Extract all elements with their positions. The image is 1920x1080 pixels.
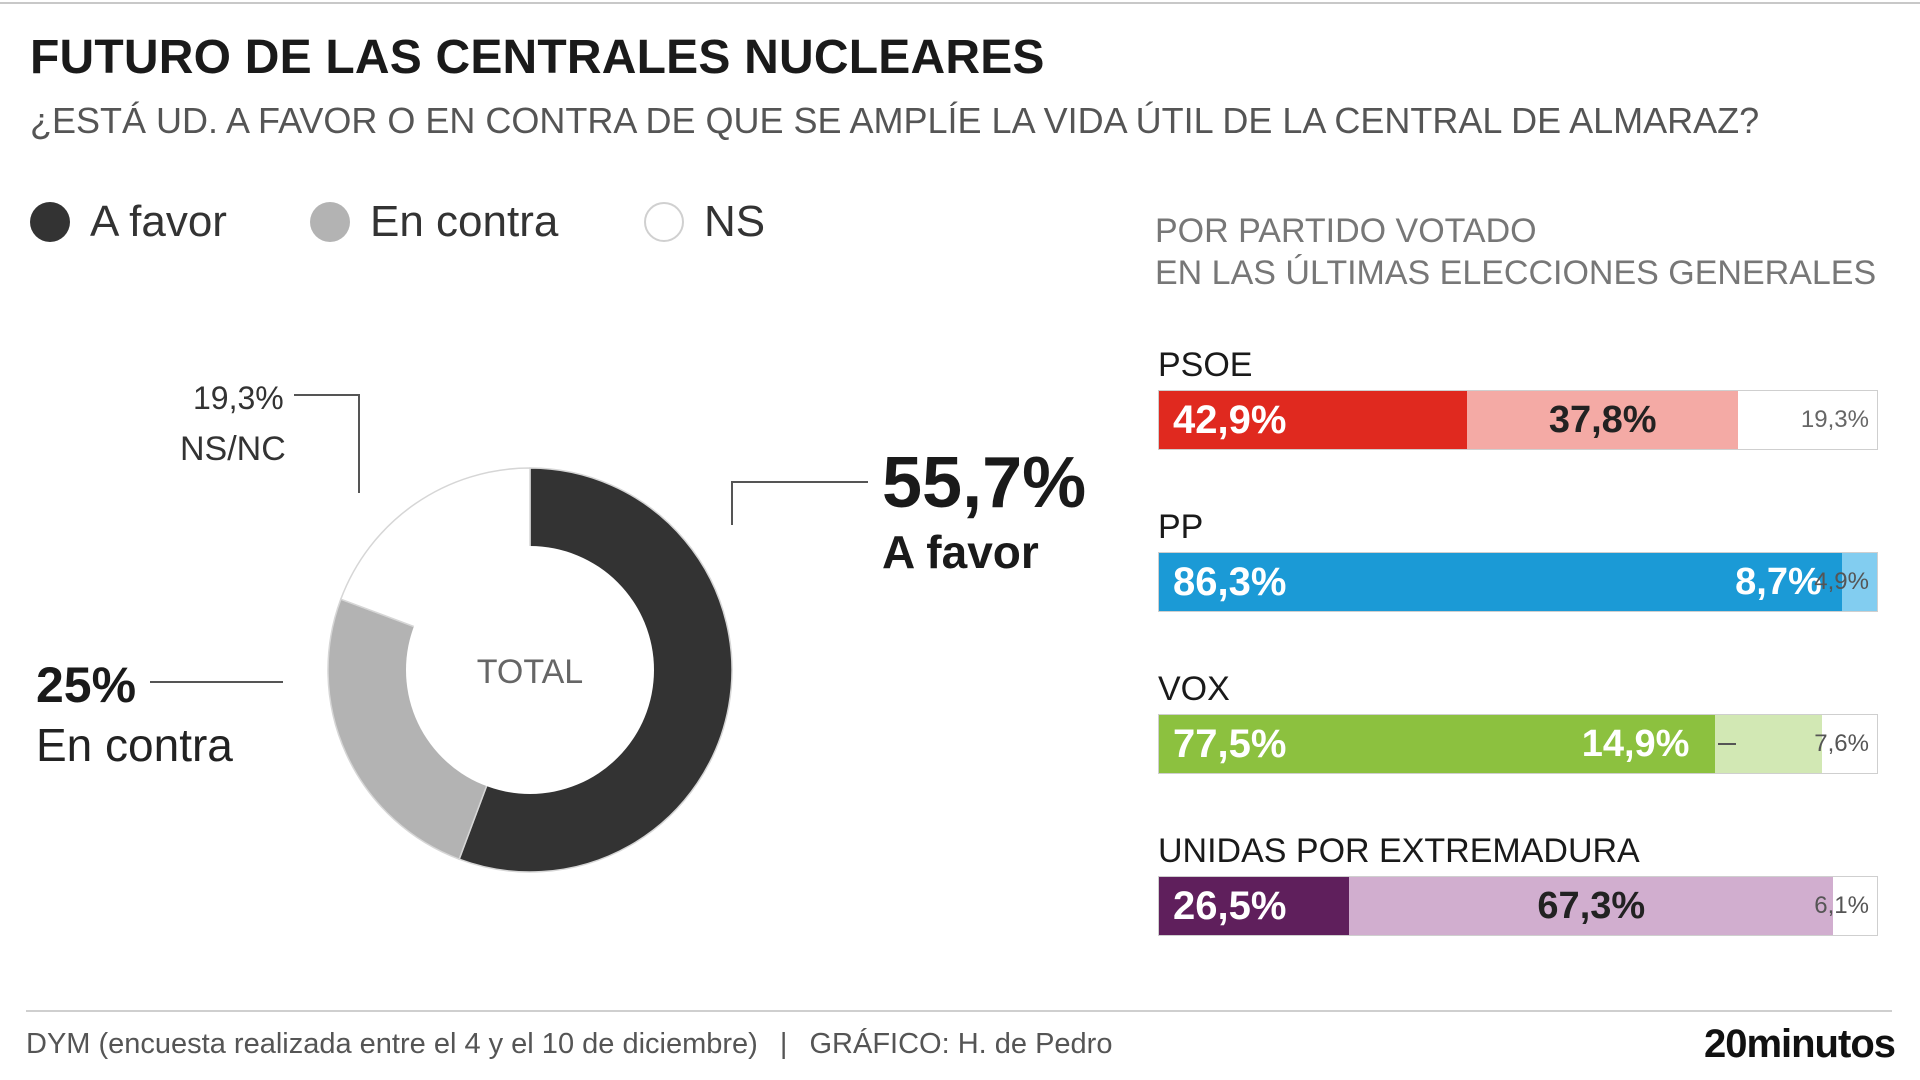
stacked-bar-vox: 77,5% 14,9% 7,6% (1158, 714, 1878, 774)
bar-segment-3-1: 67,3% (1349, 877, 1834, 935)
stacked-bar-unidas: 26,5% 67,3% 6,1% (1158, 876, 1878, 936)
breakdown-heading: POR PARTIDO VOTADO EN LAS ÚLTIMAS ELECCI… (1155, 210, 1876, 294)
donut-chart: TOTAL (150, 394, 868, 873)
bar-segment-label: 26,5% (1173, 883, 1287, 928)
party-name-vox: VOX (1158, 670, 1230, 708)
bar-segment-label: 86,3% (1173, 559, 1287, 604)
bar-segment-label: 6,1% (1814, 892, 1869, 919)
legend-swatch-en-contra (310, 202, 350, 242)
callout-contra-value: 25% (36, 657, 137, 713)
top-rule (0, 2, 1920, 4)
legend-label-a-favor: A favor (90, 197, 227, 246)
bottom-rule (26, 1010, 1892, 1012)
bar-segment-label: 14,9% (1581, 722, 1690, 765)
bar-segment-0-0: 42,9% (1159, 391, 1468, 449)
bar-segment-3-0: 26,5% (1159, 877, 1350, 935)
bar-segment-label: 67,3% (1537, 884, 1646, 927)
callout-contra-label: En contra (36, 719, 233, 771)
bar-segment-1-1: 8,7% (1735, 553, 1842, 611)
bar-segment-3-2: 6,1% (1814, 877, 1877, 935)
leader-tick-vox (1718, 743, 1736, 745)
brand-logo: 20minutos (1703, 1022, 1896, 1066)
callout-ns-label: NS/NC (180, 430, 286, 468)
breakdown-heading-line2: EN LAS ÚLTIMAS ELECCIONES GENERALES (1155, 254, 1877, 292)
stacked-bar-pp: 86,3% 8,7% 4,9% (1158, 552, 1878, 612)
chart-title: FUTURO DE LAS CENTRALES NUCLEARES (30, 31, 1045, 84)
legend-swatch-a-favor (30, 202, 70, 242)
bar-segment-1-2: 4,9% (1814, 553, 1877, 611)
footer: DYM (encuesta realizada entre el 4 y el … (26, 1028, 1112, 1061)
footer-source: DYM (encuesta realizada entre el 4 y el … (26, 1028, 758, 1060)
legend-item-ns: NS (644, 192, 765, 252)
donut-hole (406, 546, 654, 794)
party-name-psoe: PSOE (1158, 346, 1253, 384)
leader-line-a-favor (731, 481, 868, 525)
legend: A favor En contra NS (30, 192, 830, 252)
bar-segment-0-1: 37,8% (1467, 391, 1739, 449)
bar-segment-label: 8,7% (1735, 560, 1822, 603)
bar-segment-label: 4,9% (1814, 568, 1869, 595)
bar-segment-label: 19,3% (1800, 406, 1869, 433)
chart-subtitle: ¿ESTÁ UD. A FAVOR O EN CONTRA DE QUE SE … (30, 100, 1760, 141)
legend-item-a-favor: A favor (30, 192, 227, 252)
bar-segment-0-2: 19,3% (1738, 391, 1877, 449)
bar-segment-2-0: 77,5% (1159, 715, 1716, 773)
callout-favor-label: A favor (882, 526, 1039, 578)
stacked-bar-psoe: 42,9% 37,8% 19,3% (1158, 390, 1878, 450)
footer-credit: GRÁFICO: H. de Pedro (809, 1028, 1113, 1060)
donut-center-label: TOTAL (477, 653, 583, 691)
legend-label-ns: NS (704, 197, 766, 246)
callout-favor-value: 55,7% (882, 443, 1087, 523)
party-name-unidas: UNIDAS POR EXTREMADURA (1158, 832, 1640, 870)
legend-item-en-contra: En contra (310, 192, 558, 252)
footer-separator: | (779, 1028, 788, 1060)
callout-ns-value: 19,3% (193, 380, 284, 416)
bar-segment-label: 7,6% (1814, 730, 1869, 757)
breakdown-heading-line1: POR PARTIDO VOTADO (1155, 212, 1537, 250)
leader-line-ns (294, 394, 360, 493)
bar-segment-label: 77,5% (1173, 721, 1287, 766)
bar-segment-1-0: 86,3% (1159, 553, 1780, 611)
bar-segment-label: 42,9% (1173, 397, 1287, 442)
bar-segment-2-2: 7,6% (1814, 715, 1877, 773)
bar-segment-label: 37,8% (1548, 398, 1657, 441)
legend-swatch-ns (644, 202, 684, 242)
legend-label-en-contra: En contra (370, 197, 559, 246)
party-name-pp: PP (1158, 508, 1204, 546)
